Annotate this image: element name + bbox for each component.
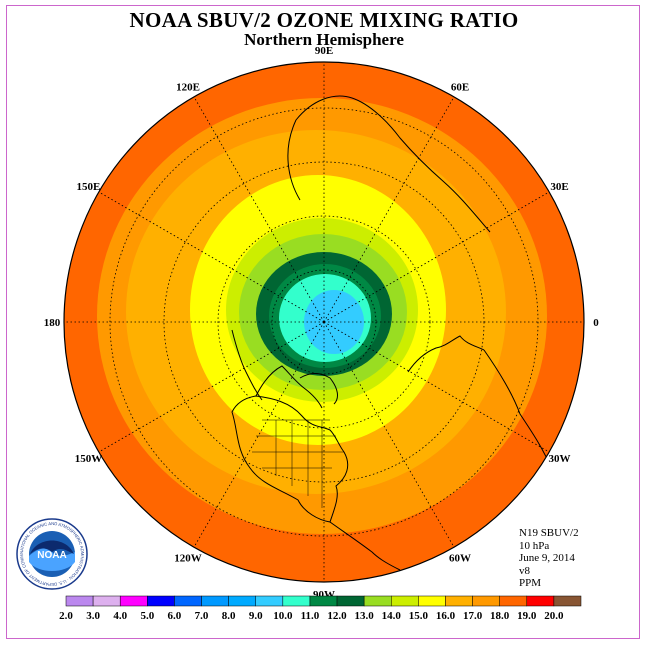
legend-tick-label: 17.0 xyxy=(463,610,483,622)
pressure-level-label: 10 hPa xyxy=(519,539,550,552)
longitude-label: 150E xyxy=(77,181,101,193)
map-border xyxy=(63,61,585,583)
longitude-label: 120E xyxy=(176,81,200,93)
legend-tick-label: 5.0 xyxy=(140,610,154,622)
noaa-logo: NOAA NATIONAL OCEANIC AND ATMOSPHERIC AD… xyxy=(16,518,88,590)
meridian-line xyxy=(323,96,455,323)
legend-swatch xyxy=(418,595,446,607)
legend-swatch xyxy=(65,595,94,607)
central-america-coast xyxy=(329,521,401,571)
longitude-label: 30W xyxy=(549,453,571,465)
plot-frame xyxy=(6,5,640,639)
parallel-circle xyxy=(163,161,485,483)
legend-swatch xyxy=(391,595,419,607)
meridian-line xyxy=(98,191,325,323)
parallel-circle xyxy=(109,107,539,537)
legend-swatch xyxy=(174,595,202,607)
legend-tick-label: 4.0 xyxy=(113,610,127,622)
legend-tick-label: 18.0 xyxy=(490,610,510,622)
canada-coast xyxy=(255,365,323,409)
longitude-label: 90E xyxy=(315,45,333,57)
legend-tick-label: 6.0 xyxy=(168,610,182,622)
legend-tick-label: 9.0 xyxy=(249,610,263,622)
legend-tick-label: 19.0 xyxy=(517,610,537,622)
legend-tick-label: 15.0 xyxy=(409,610,429,622)
legend-tick-label: 13.0 xyxy=(355,610,375,622)
meridian-line xyxy=(98,321,325,453)
longitude-label: 60E xyxy=(451,81,469,93)
asia-coast xyxy=(287,95,491,233)
longitude-label: 30E xyxy=(550,181,568,193)
legend-swatch xyxy=(147,595,175,607)
longitude-label: 60W xyxy=(449,553,471,565)
legend-swatch xyxy=(472,595,500,607)
legend-tick-label: 8.0 xyxy=(222,610,236,622)
noaa-logo-text: NOAA xyxy=(37,550,66,561)
meridian-line xyxy=(323,321,455,548)
legend-tick-label: 2.0 xyxy=(59,610,73,622)
usa-grid xyxy=(252,419,344,508)
legend-swatch xyxy=(255,595,284,607)
greenland-coast xyxy=(299,373,338,405)
band-9 xyxy=(304,290,364,354)
legend-swatch xyxy=(92,595,121,607)
page-subtitle: Northern Hemisphere xyxy=(244,30,404,49)
page-title: NOAA SBUV/2 OZONE MIXING RATIO xyxy=(129,8,519,32)
meridian-line xyxy=(323,191,550,323)
legend-tick-label: 3.0 xyxy=(86,610,100,622)
legend-tick-label: 16.0 xyxy=(436,610,456,622)
legend-swatch xyxy=(363,595,392,607)
meridian-line xyxy=(193,321,325,548)
legend-swatch xyxy=(201,595,229,607)
europe-coast xyxy=(407,335,485,373)
date-label: June 9, 2014 xyxy=(519,552,575,564)
alaska-coast xyxy=(231,329,263,401)
legend-swatch xyxy=(282,595,311,607)
version-label: v8 xyxy=(519,564,530,577)
africa-coast xyxy=(483,349,553,471)
legend-swatch xyxy=(119,595,148,607)
satellite-label: N19 SBUV/2 xyxy=(519,527,579,539)
meridian-line xyxy=(323,321,550,453)
dataset-info: N19 SBUV/2 10 hPa June 9, 2014 v8 PPM xyxy=(519,527,579,590)
legend-swatch xyxy=(553,595,582,607)
legend-swatch xyxy=(228,595,256,607)
longitude-label: 120W xyxy=(174,553,202,565)
legend-tick-label: 11.0 xyxy=(301,610,320,622)
ozone-field xyxy=(64,62,584,582)
parallel-circle xyxy=(271,269,377,375)
legend-swatch xyxy=(336,595,365,607)
legend-swatch xyxy=(526,595,555,607)
legend-tick-label: 20.0 xyxy=(544,610,564,622)
legend-boxes xyxy=(65,595,582,607)
units-label: PPM xyxy=(519,577,542,589)
longitude-label: 150W xyxy=(75,453,103,465)
legend-tick-label: 12.0 xyxy=(327,610,347,622)
coastlines xyxy=(231,95,553,571)
longitude-label: 0 xyxy=(593,317,599,329)
legend-swatch xyxy=(499,595,528,607)
legend-tick-label: 7.0 xyxy=(195,610,209,622)
meridian-line xyxy=(193,96,325,323)
graticule xyxy=(64,62,584,582)
parallel-circle xyxy=(217,215,431,429)
legend-ticks: 2.0 3.0 4.0 5.0 6.0 7.0 8.0 9.0 10.0 11.0 12.0 13.0… xyxy=(59,610,564,622)
legend-swatch xyxy=(309,595,338,607)
legend-swatch xyxy=(445,595,473,607)
north-america-coast xyxy=(231,395,349,523)
legend-tick-label: 14.0 xyxy=(382,610,402,622)
longitude-label: 180 xyxy=(44,317,61,329)
legend-tick-label: 10.0 xyxy=(273,610,293,622)
color-legend: 2.0 3.0 4.0 5.0 6.0 7.0 8.0 9.0 10.0 11.0 12.0 13.0… xyxy=(59,595,582,622)
